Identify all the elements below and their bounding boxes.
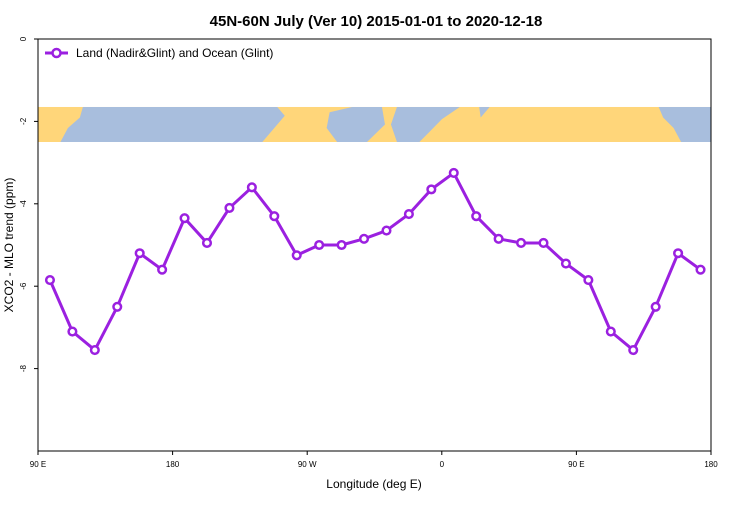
- data-point: [560, 258, 571, 269]
- y-axis: 0 -2 -4 -6 -8: [19, 36, 38, 372]
- map-ocean-region: [479, 106, 490, 118]
- data-point: [628, 345, 639, 356]
- data-point: [403, 209, 414, 220]
- series-layer: [44, 167, 706, 356]
- x-axis-title: Longitude (deg E): [326, 477, 421, 491]
- y-tick-label: -8: [19, 364, 28, 372]
- data-point: [426, 184, 437, 195]
- x-tick-label: 90 E: [30, 460, 46, 469]
- data-point: [112, 301, 123, 312]
- map-ocean-region: [658, 106, 711, 142]
- y-tick-label: -4: [19, 200, 28, 208]
- data-point: [471, 211, 482, 222]
- data-point: [201, 237, 213, 248]
- data-point: [336, 239, 347, 251]
- data-point: [493, 233, 504, 244]
- data-point: [179, 213, 190, 224]
- data-point: [44, 274, 56, 286]
- data-point: [448, 167, 459, 178]
- data-point: [516, 237, 527, 248]
- data-point: [246, 182, 257, 193]
- x-tick-label: 180: [166, 460, 180, 469]
- legend: Land (Nadir&Glint) and Ocean (Glint): [45, 46, 273, 60]
- data-point: [269, 211, 280, 222]
- y-tick-label: 0: [19, 36, 28, 41]
- data-point: [695, 264, 706, 275]
- data-point: [381, 225, 392, 236]
- world-map-strip: [38, 106, 711, 142]
- data-point: [314, 239, 325, 251]
- data-point: [67, 326, 78, 337]
- map-ocean-region: [326, 106, 385, 142]
- data-point: [605, 326, 616, 337]
- plot-frame: [37, 38, 712, 452]
- series-line: [48, 171, 702, 352]
- data-point: [673, 248, 684, 259]
- map-ocean-region: [390, 106, 460, 142]
- x-axis: 90 E 180 90 W 0 90 E 180: [30, 451, 718, 469]
- data-point: [291, 250, 302, 261]
- data-point: [157, 264, 168, 275]
- data-point: [224, 202, 235, 213]
- y-tick-label: -6: [19, 282, 28, 290]
- data-point: [583, 274, 594, 286]
- legend-label: Land (Nadir&Glint) and Ocean (Glint): [76, 46, 273, 60]
- data-point: [650, 301, 661, 312]
- data-point: [538, 237, 549, 248]
- legend-marker-swatch: [51, 47, 62, 59]
- data-point: [358, 233, 370, 244]
- data-point: [134, 248, 145, 259]
- y-axis-title: XCO2 - MLO trend (ppm): [2, 178, 16, 313]
- x-tick-label: 0: [440, 460, 445, 469]
- map-ocean-region: [60, 106, 285, 142]
- x-tick-label: 90 W: [298, 460, 317, 469]
- x-tick-label: 90 E: [568, 460, 584, 469]
- y-tick-label: -2: [19, 117, 28, 125]
- data-point: [89, 345, 100, 356]
- chart-title: 45N-60N July (Ver 10) 2015-01-01 to 2020…: [210, 13, 543, 30]
- x-tick-label: 180: [704, 460, 718, 469]
